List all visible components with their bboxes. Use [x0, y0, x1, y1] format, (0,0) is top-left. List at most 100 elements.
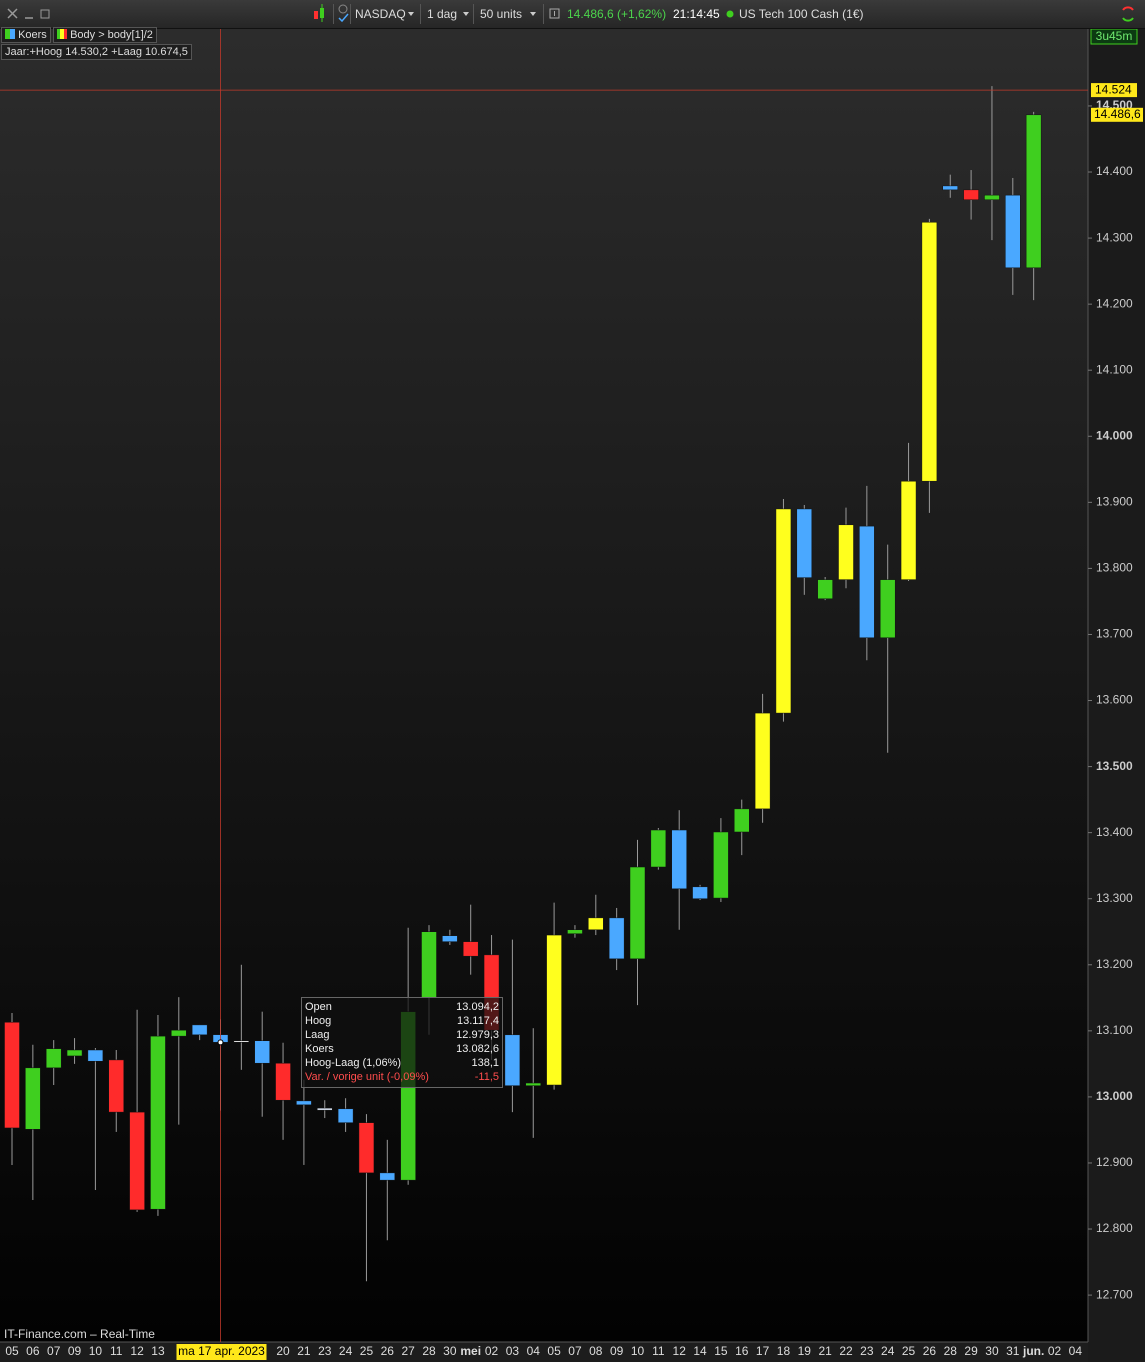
candle-body [963, 189, 979, 201]
candle-body [233, 1040, 250, 1043]
x-tick-label: 14 [693, 1344, 707, 1358]
y-tick-label: 12.700 [1096, 1287, 1133, 1301]
candle-body [254, 1040, 270, 1064]
candle-body [775, 508, 792, 714]
x-tick-label: 22 [839, 1344, 853, 1358]
crosshair-price-box [1091, 83, 1137, 98]
y-tick-label: 14.100 [1096, 362, 1133, 376]
tooltip-value: -11,5 [474, 1071, 499, 1083]
x-tick-label: 24 [339, 1344, 353, 1358]
x-tick-label: 08 [589, 1344, 603, 1358]
candle-body [191, 1024, 208, 1036]
x-tick-label: 28 [422, 1344, 436, 1358]
chart-type-icon[interactable] [312, 0, 332, 28]
candle-body [171, 1029, 187, 1037]
last-price: 14.486,6 (+1,62%) [567, 7, 667, 21]
y-tick-label: 13.600 [1096, 693, 1133, 707]
info-icon[interactable] [549, 0, 561, 28]
candle-body [1025, 114, 1042, 269]
x-tick-label: 09 [610, 1344, 624, 1358]
x-tick-label: 28 [944, 1344, 958, 1358]
candle-body [108, 1059, 124, 1113]
x-tick-label: mei [460, 1344, 481, 1358]
x-tick-label: 30 [985, 1344, 999, 1358]
x-tick-label: 03 [506, 1344, 520, 1358]
y-tick-label: 13.800 [1096, 561, 1133, 575]
x-tick-label: 31 [1006, 1344, 1020, 1358]
candle-body [984, 194, 1000, 201]
x-tick-label: 11 [110, 1344, 123, 1358]
tooltip: Open 13.094,2 Hoog 13.117,4 Laag 12.979,3 Koer… [301, 997, 503, 1088]
y-tick-label: 13.500 [1096, 759, 1133, 773]
candle-body [25, 1067, 41, 1130]
footer: IT-Finance.com – Real-Time [4, 1327, 155, 1341]
candle-body [462, 941, 479, 957]
x-tick-label: 23 [860, 1344, 874, 1358]
y-tick-label: 14.000 [1096, 428, 1133, 442]
legend-item[interactable]: Body > body[1]/2 [53, 27, 157, 43]
tooltip-row: Hoog-Laag (1,06%) 138,1 [305, 1057, 499, 1071]
tooltip-label: Hoog [305, 1015, 332, 1027]
price-axis [1088, 28, 1145, 1362]
y-tick-label: 13.200 [1096, 957, 1133, 971]
tooltip-row: Koers 13.082,6 [305, 1043, 499, 1057]
x-tick-label: 17 [756, 1344, 770, 1358]
tooltip-label: Hoog-Laag (1,06%) [305, 1057, 402, 1069]
y-tick-label: 14.200 [1096, 296, 1133, 310]
legend-label: Body > body[1]/2 [70, 29, 153, 41]
candle-body [358, 1122, 375, 1174]
crosshair-point [217, 1039, 224, 1046]
candle-body [546, 934, 562, 1086]
candle-body [66, 1049, 83, 1057]
candle-body [900, 480, 917, 580]
candle-body [45, 1048, 62, 1069]
legend-icon [5, 29, 15, 39]
last-price-box [1091, 107, 1143, 122]
legend-icon [57, 29, 67, 39]
x-tick-label: 10 [631, 1344, 645, 1358]
legend-item[interactable]: Koers [1, 27, 51, 43]
x-tick-label: 13 [151, 1344, 165, 1358]
countdown: 3u45m [1096, 29, 1133, 43]
plot-background [0, 28, 1088, 1342]
y-tick-label: 14.400 [1096, 164, 1133, 178]
tooltip-value: 13.117,4 [456, 1015, 499, 1027]
tooltip-row: Hoog 13.117,4 [305, 1015, 499, 1029]
y-tick-label: 13.900 [1096, 495, 1133, 509]
symbol[interactable]: NASDAQ [355, 7, 406, 21]
candle-body [734, 808, 750, 833]
units[interactable]: 50 units [480, 7, 523, 21]
crosshair-price: 14.524 [1095, 82, 1132, 96]
y-tick-label: 12.900 [1096, 1155, 1133, 1169]
x-tick-label: 21 [297, 1344, 311, 1358]
window-controls[interactable] [0, 0, 60, 28]
x-tick-label: 19 [798, 1344, 812, 1358]
refresh-icon[interactable] [1118, 0, 1138, 28]
tooltip-row: Laag 12.979,3 [305, 1029, 499, 1043]
candle-body [504, 1034, 521, 1086]
period[interactable]: 1 dag [427, 7, 458, 21]
x-tick-label: 29 [964, 1344, 978, 1358]
tooltip-label: Laag [305, 1029, 330, 1041]
y-tick-label: 13.700 [1096, 627, 1133, 641]
candle-body [150, 1035, 166, 1210]
candle-body [567, 929, 583, 934]
x-tick-label: 16 [735, 1344, 749, 1358]
candle-body [838, 524, 854, 580]
link-icon[interactable] [336, 0, 350, 28]
status-dot [726, 10, 734, 18]
tooltip-value: 13.094,2 [456, 1001, 499, 1013]
x-tick-label: 12 [673, 1344, 687, 1358]
candle-body [859, 525, 875, 639]
x-tick-label: 25 [902, 1344, 916, 1358]
candle-body [713, 831, 729, 899]
x-tick-label: 12 [130, 1344, 144, 1358]
y-tick-label: 13.400 [1096, 825, 1133, 839]
x-tick-label: 30 [443, 1344, 457, 1358]
last-price-label: 14.486,6 [1094, 107, 1141, 121]
crosshair-date-box [176, 1344, 267, 1360]
x-tick-label: 27 [401, 1344, 415, 1358]
candle-body [692, 886, 708, 899]
